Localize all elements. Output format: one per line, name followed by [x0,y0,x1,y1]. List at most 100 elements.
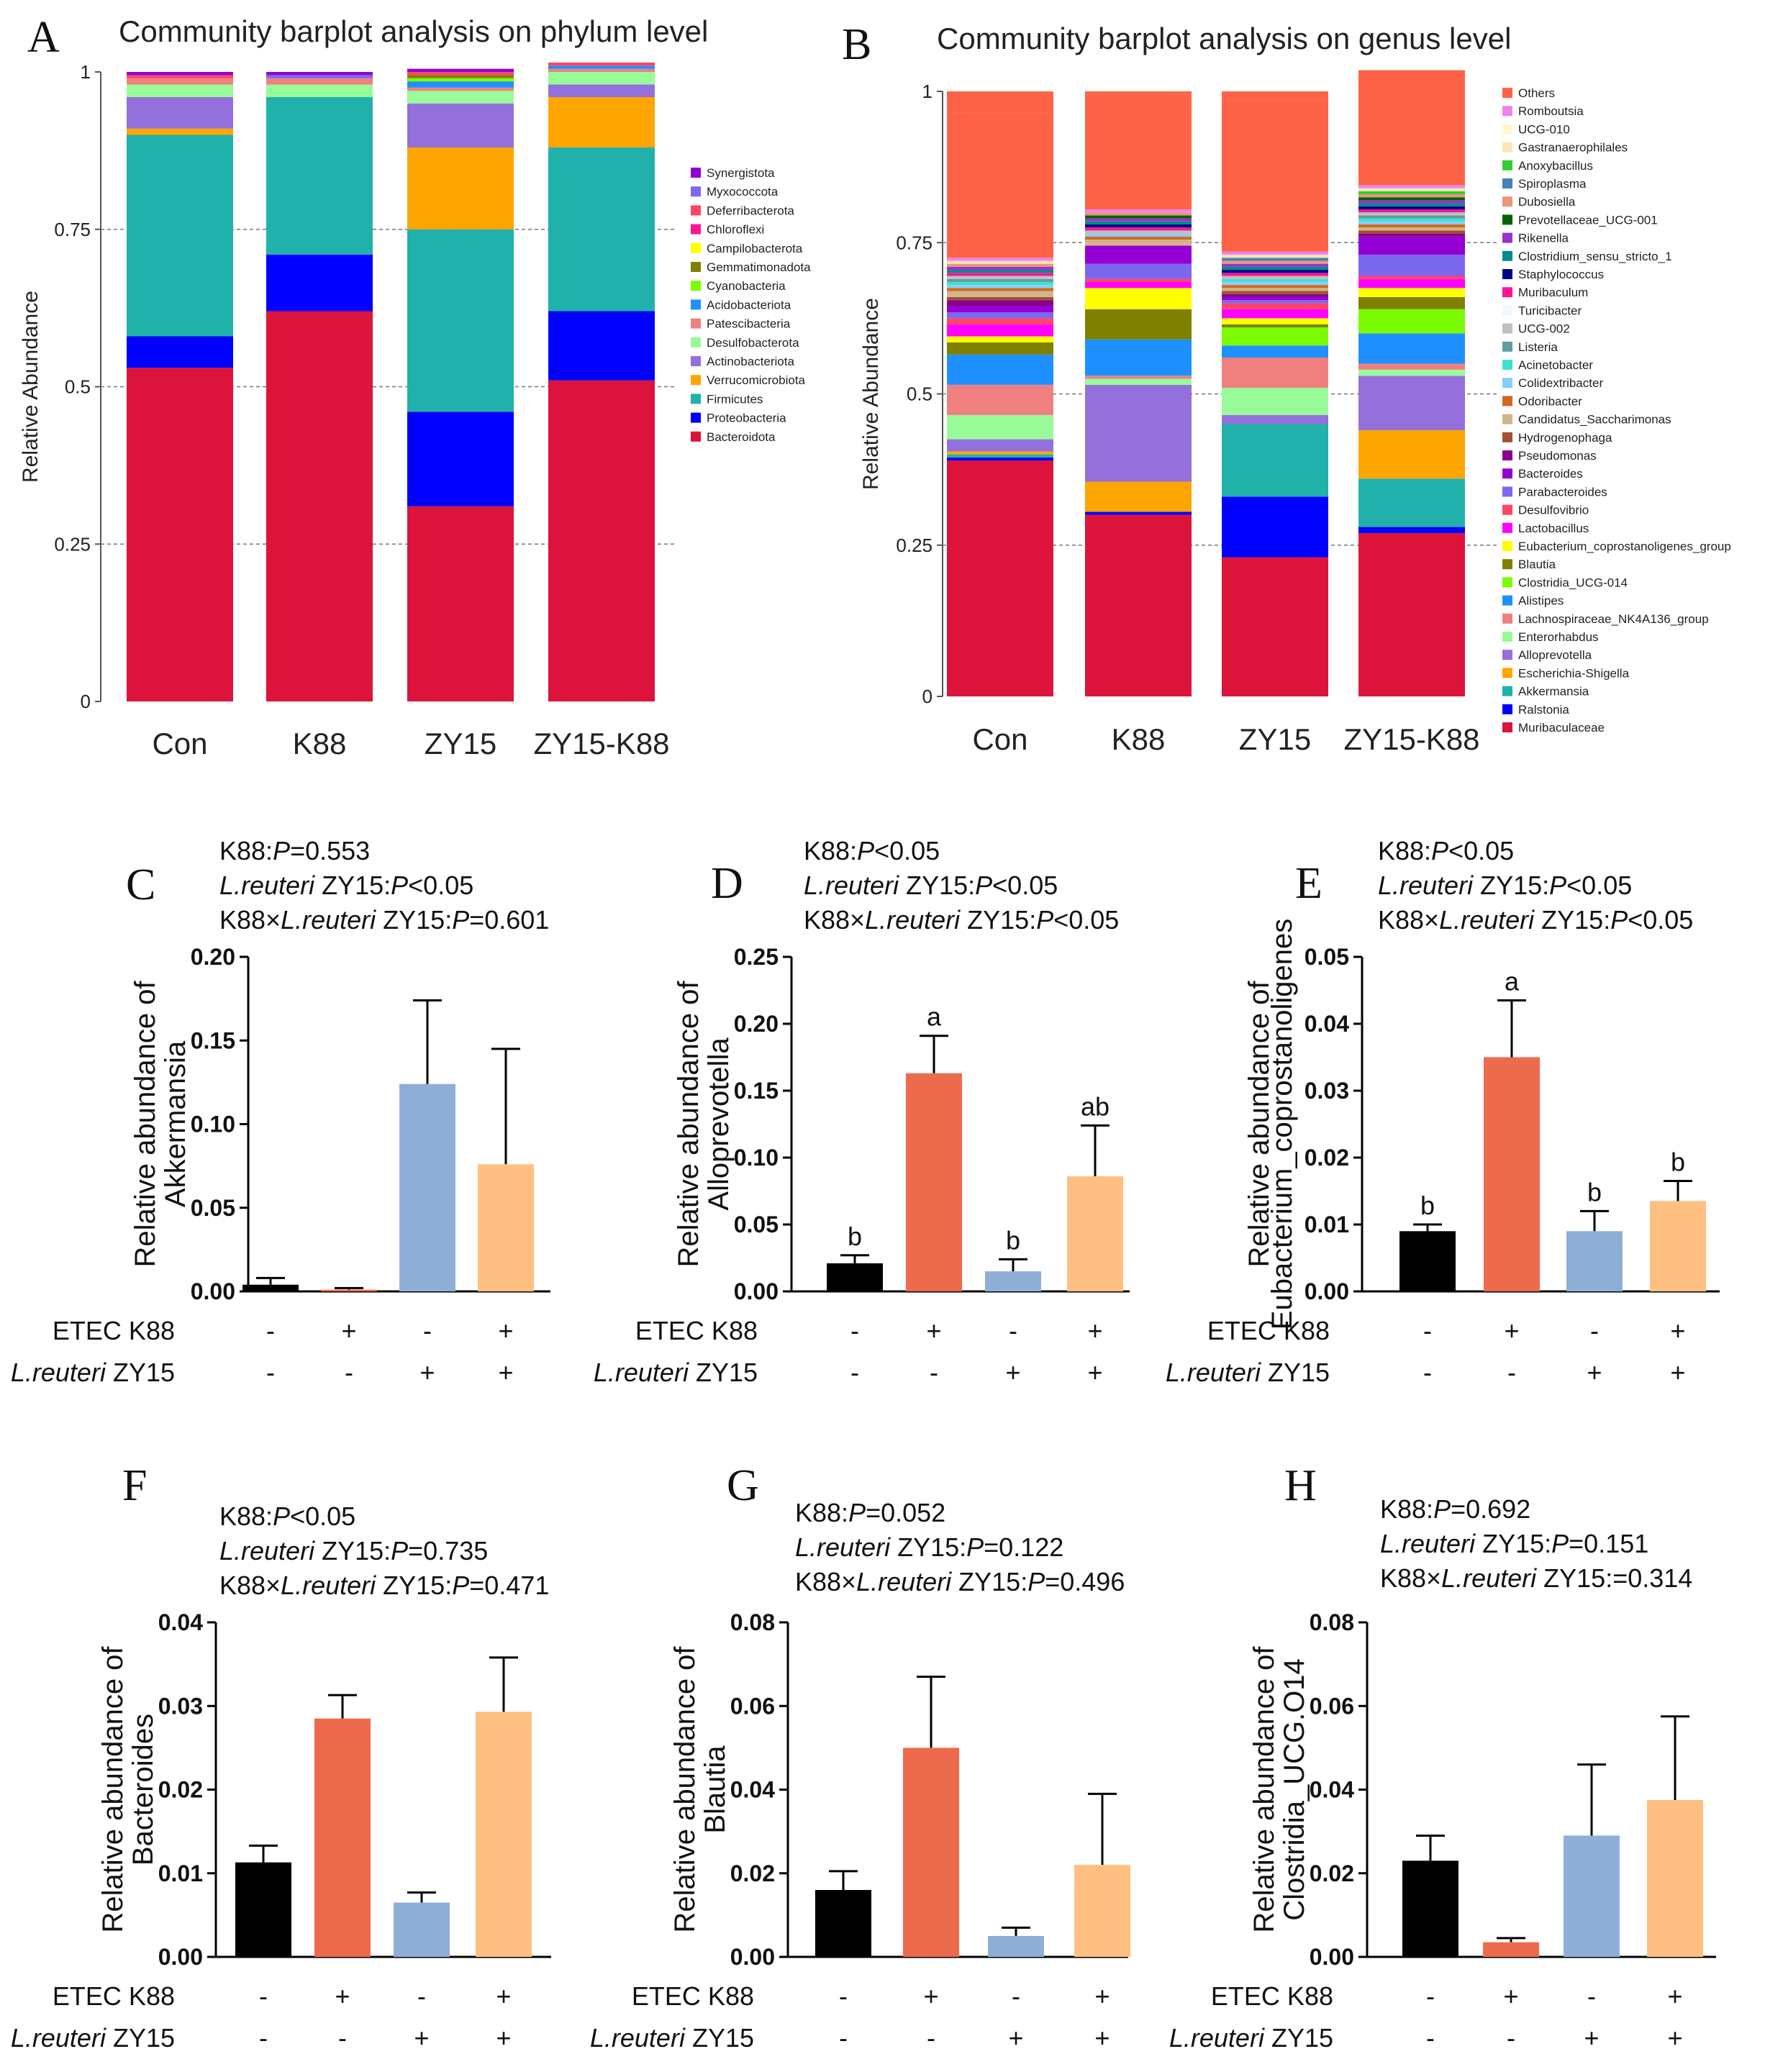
legend-swatch [1502,559,1512,570]
y-tick-label: 0.25 [896,535,933,556]
bar-segment [1358,200,1465,204]
bar-segment [947,457,1053,461]
row-label-etec: ETEC K88 [53,1316,175,1345]
stat-fragment: =0.122 [984,1532,1063,1562]
y-tick-label: 0.06 [730,1693,775,1719]
stat-fragment: <0.05 [408,871,473,900]
legend-label: UCG-002 [1518,322,1570,336]
bar-segment [1222,324,1328,327]
legend-label: Spiroplasma [1518,177,1587,191]
row-label-rest: ZY15 [689,1358,758,1387]
bar-segment [947,276,1053,279]
legend-label: Eubacterium_coprostanoligenes_group [1518,540,1731,553]
bar [1074,1865,1130,1957]
legend-label: Lactobacillus [1518,522,1589,535]
stat-fragment: P [452,1571,469,1600]
stat-fragment: L.reuteri [1378,871,1474,900]
legend-label: Blautia [1518,558,1556,571]
etec-sign: + [335,1981,350,2011]
legend-swatch [691,281,701,291]
bar-segment [407,72,514,76]
bar-segment [947,460,1053,696]
bar-segment [947,258,1053,261]
bar-segment [127,78,233,85]
stat-fragment: <0.05 [1053,905,1119,935]
row-label-reuteri: L.reuteri ZY15 [594,1358,758,1387]
bar-segment [1358,276,1465,279]
legend-swatch [691,224,701,235]
bar-segment [407,506,514,701]
bar-segment [1222,414,1328,424]
y-tick-label: 0.01 [158,1860,203,1886]
bar [1067,1176,1123,1291]
row-label-reuteri: L.reuteri ZY15 [11,2023,175,2053]
legend-swatch [1502,686,1512,696]
bar-segment [1085,339,1192,376]
bar [1650,1201,1706,1291]
legend-label: Bacteroidota [707,430,776,444]
y-tick-label: 0.5 [65,376,91,398]
bar-segment [1358,191,1465,194]
y-tick-label: 0.05 [734,1212,779,1237]
y-tick-label: 0.00 [158,1944,203,1970]
bar-segment [1085,309,1192,340]
y-tick-label: 0.10 [734,1145,779,1171]
legend-label: Alloprevotella [1518,648,1592,662]
y-axis-label: Eubacterium_coprostanoligenes [1266,919,1298,1330]
bar-segment [1358,278,1465,288]
row-label-etec: ETEC K88 [632,1981,754,2011]
legend-label: Proteobacteria [707,412,786,425]
bar-segment [1085,263,1192,279]
stat-fragment: P [966,1532,984,1562]
y-tick-label: 0.08 [730,1609,775,1635]
panel-title: Community barplot analysis on genus leve… [937,22,1511,55]
panel-letter: H [1284,1461,1317,1510]
legend-label: Verrucomicrobiota [707,373,806,387]
y-tick-label: 1 [922,81,933,102]
row-label-italic: L.reuteri [1166,1358,1261,1387]
etec-sign: - [417,1981,426,2011]
etec-sign: + [341,1316,356,1345]
legend-swatch [1502,577,1512,588]
legend-label: Dubosiella [1518,195,1576,209]
legend-label: Odoribacter [1518,394,1582,408]
stat-fragment: ZY15: [951,1567,1027,1596]
significance-letter: ab [1081,1091,1110,1121]
stat-fragment: P [1610,905,1628,935]
bar-segment [548,68,655,72]
y-tick-label: 0.5 [907,383,933,405]
y-axis-label: Relative abundance of [669,1646,701,1933]
legend-label: Firmicutes [707,392,763,406]
stat-line: K88:P=0.553 [219,836,370,865]
stat-fragment: =0.553 [290,836,370,865]
stat-fragment: ZY15: [376,905,452,935]
row-label-italic: L.reuteri [1169,2023,1265,2053]
bar-segment [1085,212,1192,216]
stat-fragment: L.reuteri [1439,905,1535,935]
bar-segment [1085,236,1192,240]
legend-label: Listeria [1518,340,1558,354]
y-tick-label: 1 [81,61,91,83]
etec-sign: + [926,1316,941,1345]
legend-label: Anoxybacillus [1518,159,1593,173]
bar-segment [1085,376,1192,379]
bar [394,1902,450,1957]
bar-segment [1085,230,1192,234]
legend-label: Campilobacterota [707,242,803,255]
etec-sign: - [1012,1981,1020,2011]
bar-segment [1222,291,1328,294]
bar [1566,1231,1623,1291]
y-axis-label: Akkermansia [160,1040,191,1207]
bar [399,1083,455,1291]
y-tick-label: 0.25 [54,533,91,555]
legend-swatch [691,337,701,347]
y-tick-label: 0.06 [1310,1693,1354,1719]
bar-segment [1358,185,1465,188]
bar-segment [266,78,373,85]
legend-swatch [1502,160,1512,171]
legend-swatch [1502,142,1512,153]
bar-segment [1358,309,1465,334]
bar-segment [1222,285,1328,288]
bar-segment [1085,94,1192,209]
